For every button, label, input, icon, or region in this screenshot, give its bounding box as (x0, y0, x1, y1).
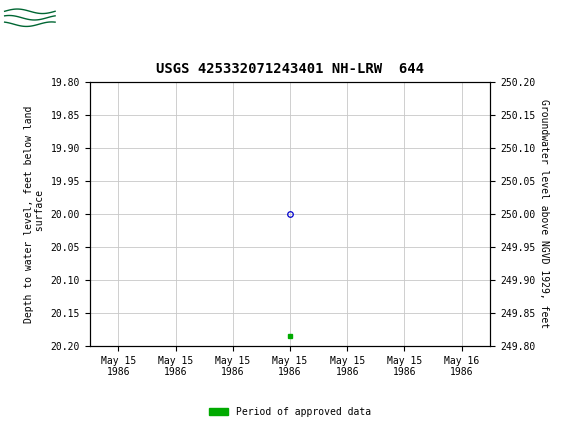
Bar (3, 3, 58, 30)
Y-axis label: Depth to water level, feet below land
 surface: Depth to water level, feet below land su… (24, 105, 45, 322)
Text: USGS: USGS (63, 9, 99, 24)
Y-axis label: Groundwater level above NGVD 1929, feet: Groundwater level above NGVD 1929, feet (539, 99, 549, 329)
Title: USGS 425332071243401 NH-LRW  644: USGS 425332071243401 NH-LRW 644 (156, 62, 424, 77)
Legend: Period of approved data: Period of approved data (205, 403, 375, 421)
